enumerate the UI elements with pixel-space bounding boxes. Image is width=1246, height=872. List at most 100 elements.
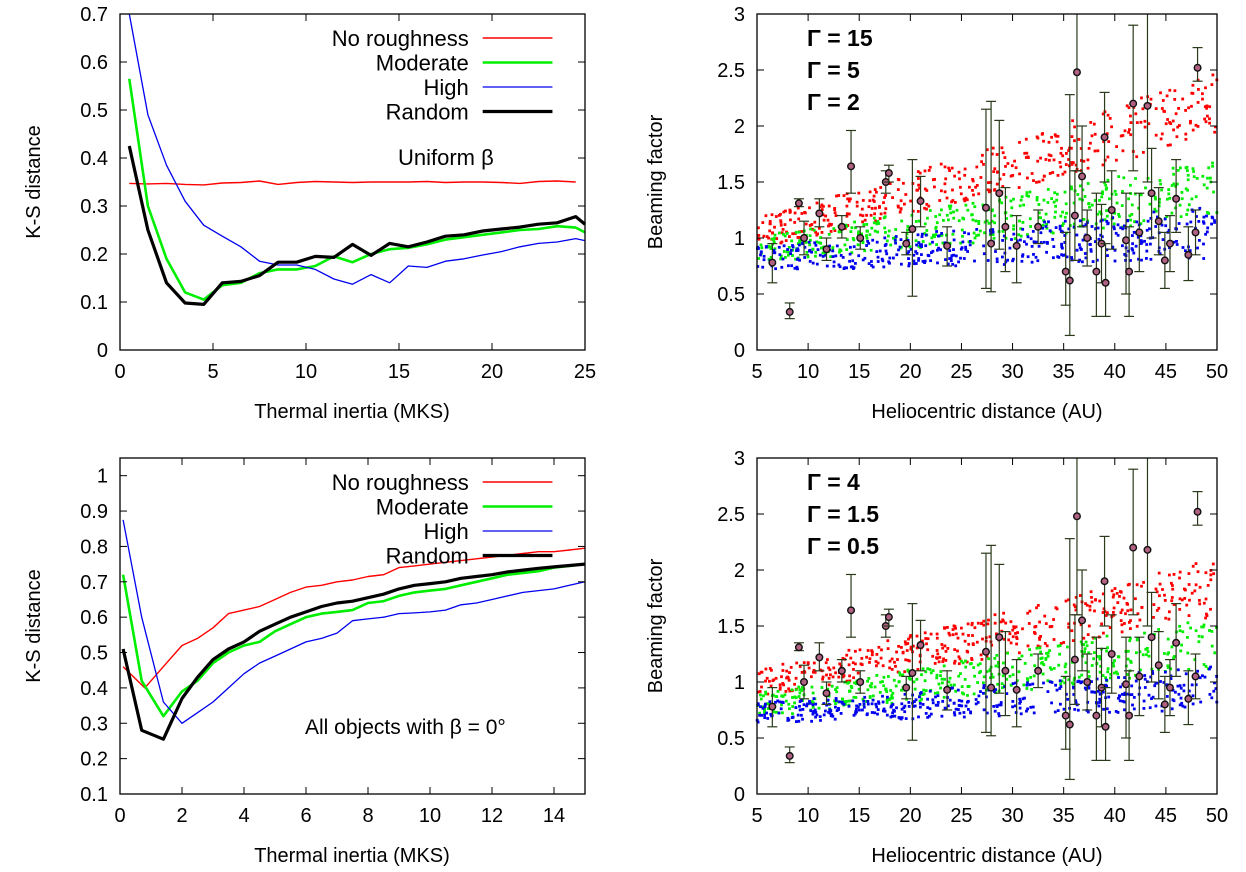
- model-point: [1166, 118, 1169, 121]
- model-point: [1186, 178, 1190, 182]
- model-point: [1209, 176, 1212, 180]
- model-point: [872, 216, 876, 220]
- model-point: [871, 694, 875, 698]
- model-point: [1208, 667, 1211, 671]
- model-point: [1209, 573, 1213, 577]
- model-point: [1098, 655, 1102, 658]
- model-point: [834, 702, 837, 705]
- model-point: [1147, 654, 1151, 658]
- model-point: [943, 644, 947, 648]
- model-point: [879, 656, 883, 660]
- y-tick-label: 0.3: [80, 713, 108, 735]
- model-point: [1180, 643, 1183, 647]
- model-point: [794, 696, 798, 700]
- model-point: [791, 248, 795, 252]
- observed-point: [1001, 222, 1010, 231]
- observed-point: [1143, 545, 1152, 554]
- model-point: [769, 245, 773, 249]
- model-point: [1094, 598, 1097, 601]
- model-point: [906, 669, 910, 673]
- model-point: [1143, 119, 1147, 123]
- model-point: [814, 230, 817, 234]
- model-point: [1063, 190, 1067, 194]
- model-point: [798, 239, 801, 242]
- model-point: [1180, 191, 1184, 194]
- model-point: [954, 254, 958, 258]
- model-point: [977, 222, 981, 225]
- model-point: [914, 250, 918, 253]
- gamma-label: Γ = 1.5: [807, 501, 879, 527]
- model-point: [842, 702, 846, 706]
- model-point: [1076, 708, 1080, 712]
- model-point: [763, 713, 766, 717]
- model-point: [874, 206, 877, 210]
- model-point: [954, 707, 958, 711]
- model-point: [878, 205, 881, 208]
- model-point: [1087, 624, 1091, 628]
- model-point: [1198, 206, 1202, 210]
- x-tick-label: 50: [1206, 361, 1228, 383]
- model-point: [913, 700, 916, 703]
- model-point: [944, 650, 948, 653]
- model-point: [1026, 233, 1029, 236]
- model-point: [1129, 224, 1132, 228]
- model-point: [972, 692, 976, 696]
- model-point: [876, 712, 879, 716]
- model-point: [801, 241, 804, 245]
- model-point: [1101, 192, 1104, 196]
- model-point: [1045, 644, 1049, 648]
- model-point: [1126, 692, 1130, 696]
- model-point: [781, 695, 785, 698]
- model-point: [1115, 158, 1118, 162]
- model-point: [1059, 151, 1063, 155]
- model-point: [920, 697, 923, 701]
- model-point: [926, 216, 929, 220]
- legend-label: No roughness: [332, 26, 469, 51]
- observed-point: [1061, 711, 1070, 720]
- model-point: [1060, 679, 1064, 683]
- model-point: [763, 708, 766, 711]
- model-point: [1185, 222, 1189, 226]
- model-point: [1046, 654, 1050, 658]
- model-point: [830, 684, 834, 688]
- model-point: [1075, 233, 1079, 237]
- model-point: [1172, 128, 1175, 132]
- model-point: [887, 698, 891, 702]
- model-point: [1101, 163, 1105, 167]
- model-point: [995, 182, 999, 186]
- model-point: [847, 663, 851, 667]
- model-point: [1050, 668, 1053, 671]
- model-point: [980, 622, 983, 625]
- model-point: [1008, 632, 1012, 636]
- model-point: [1064, 662, 1068, 666]
- model-point: [923, 187, 927, 191]
- observed-point: [1100, 133, 1109, 142]
- model-point: [973, 674, 976, 678]
- model-point: [757, 672, 761, 676]
- model-point: [854, 649, 857, 653]
- model-point: [961, 691, 964, 695]
- model-point: [800, 713, 803, 717]
- observed-point: [908, 225, 917, 234]
- model-point: [926, 637, 930, 641]
- model-point: [1063, 170, 1067, 174]
- model-point: [1206, 226, 1210, 230]
- model-point: [808, 234, 812, 238]
- model-point: [972, 666, 976, 669]
- model-point: [1097, 237, 1101, 241]
- model-point: [845, 238, 849, 241]
- model-point: [1070, 256, 1073, 259]
- model-point: [1129, 259, 1132, 262]
- model-point: [821, 251, 825, 255]
- model-point: [1128, 214, 1132, 218]
- model-point: [943, 190, 947, 194]
- model-point: [1053, 191, 1057, 195]
- model-point: [917, 241, 921, 245]
- model-point: [1202, 257, 1206, 260]
- observed-point: [1154, 661, 1163, 670]
- model-point: [1206, 114, 1209, 118]
- model-point: [1176, 668, 1180, 672]
- model-point: [854, 262, 857, 265]
- model-point: [1202, 215, 1206, 219]
